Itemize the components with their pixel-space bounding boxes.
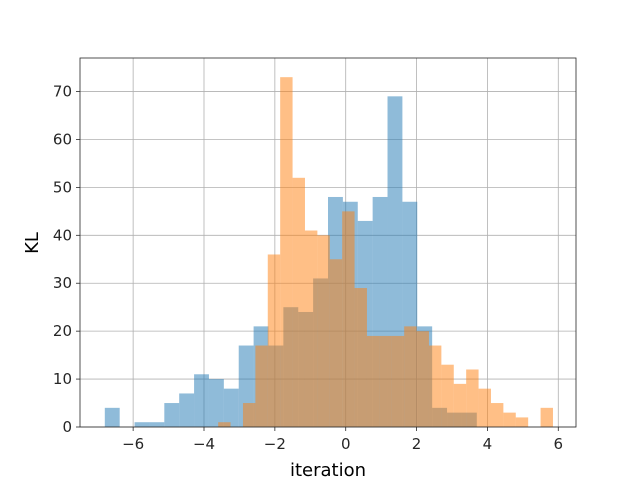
histogram-bar (342, 211, 355, 427)
histogram-bars (104, 77, 553, 428)
histogram-bar (478, 388, 491, 427)
y-tick-label: 60 (53, 130, 72, 148)
histogram-bar (515, 417, 529, 427)
histogram-bar (255, 345, 268, 427)
histogram-bar (466, 369, 479, 427)
histogram-bar (441, 364, 454, 427)
x-tick-label: 6 (554, 435, 564, 453)
histogram-bar (134, 422, 150, 427)
histogram-bar (164, 403, 180, 427)
histogram-bar (503, 412, 516, 427)
y-tick-label: 10 (53, 370, 72, 388)
x-axis-ticks: −6 −4 −2 0 2 4 6 (122, 427, 563, 453)
histogram-bar (453, 383, 467, 427)
y-tick-label: 70 (53, 83, 72, 101)
x-axis-label: iteration (290, 460, 366, 480)
histogram-bar (149, 422, 165, 427)
histogram-bar (104, 407, 120, 427)
x-tick-label: −4 (193, 435, 215, 453)
histogram-bar (329, 259, 343, 427)
y-axis-label: KL (22, 232, 43, 254)
histogram-bar (490, 403, 504, 427)
x-tick-label: −6 (122, 435, 144, 453)
histogram-bar (218, 422, 231, 427)
histogram-bar (208, 379, 224, 427)
y-tick-label: 40 (53, 226, 72, 244)
x-tick-label: −2 (264, 435, 286, 453)
histogram-bar (267, 254, 281, 427)
y-tick-label: 50 (53, 178, 72, 196)
histogram-bar (416, 331, 429, 427)
histogram-bar (379, 335, 392, 427)
y-tick-label: 0 (62, 418, 72, 436)
histogram-series-2 (218, 77, 553, 428)
histogram-bar (428, 345, 442, 427)
axes-frame (79, 57, 577, 428)
y-tick-label: 20 (53, 322, 72, 340)
x-tick-label: 0 (341, 435, 351, 453)
histogram-bar (404, 326, 417, 427)
histogram-bar (317, 235, 330, 427)
histogram-bar (223, 388, 239, 427)
x-tick-label: 2 (412, 435, 422, 453)
x-tick-label: 4 (483, 435, 493, 453)
histogram-bar (391, 335, 405, 427)
histogram-bar (194, 374, 209, 427)
histogram-bar (242, 403, 256, 427)
histogram-bar (292, 177, 305, 427)
histogram-bar (354, 288, 367, 427)
histogram-bar (540, 407, 553, 427)
histogram-bar (280, 77, 293, 428)
y-tick-label: 30 (53, 274, 72, 292)
y-axis-ticks: 0 10 20 30 40 50 60 70 (53, 83, 80, 436)
histogram-bar (366, 335, 380, 427)
histogram-bar (304, 230, 318, 427)
histogram-bar (179, 393, 195, 427)
